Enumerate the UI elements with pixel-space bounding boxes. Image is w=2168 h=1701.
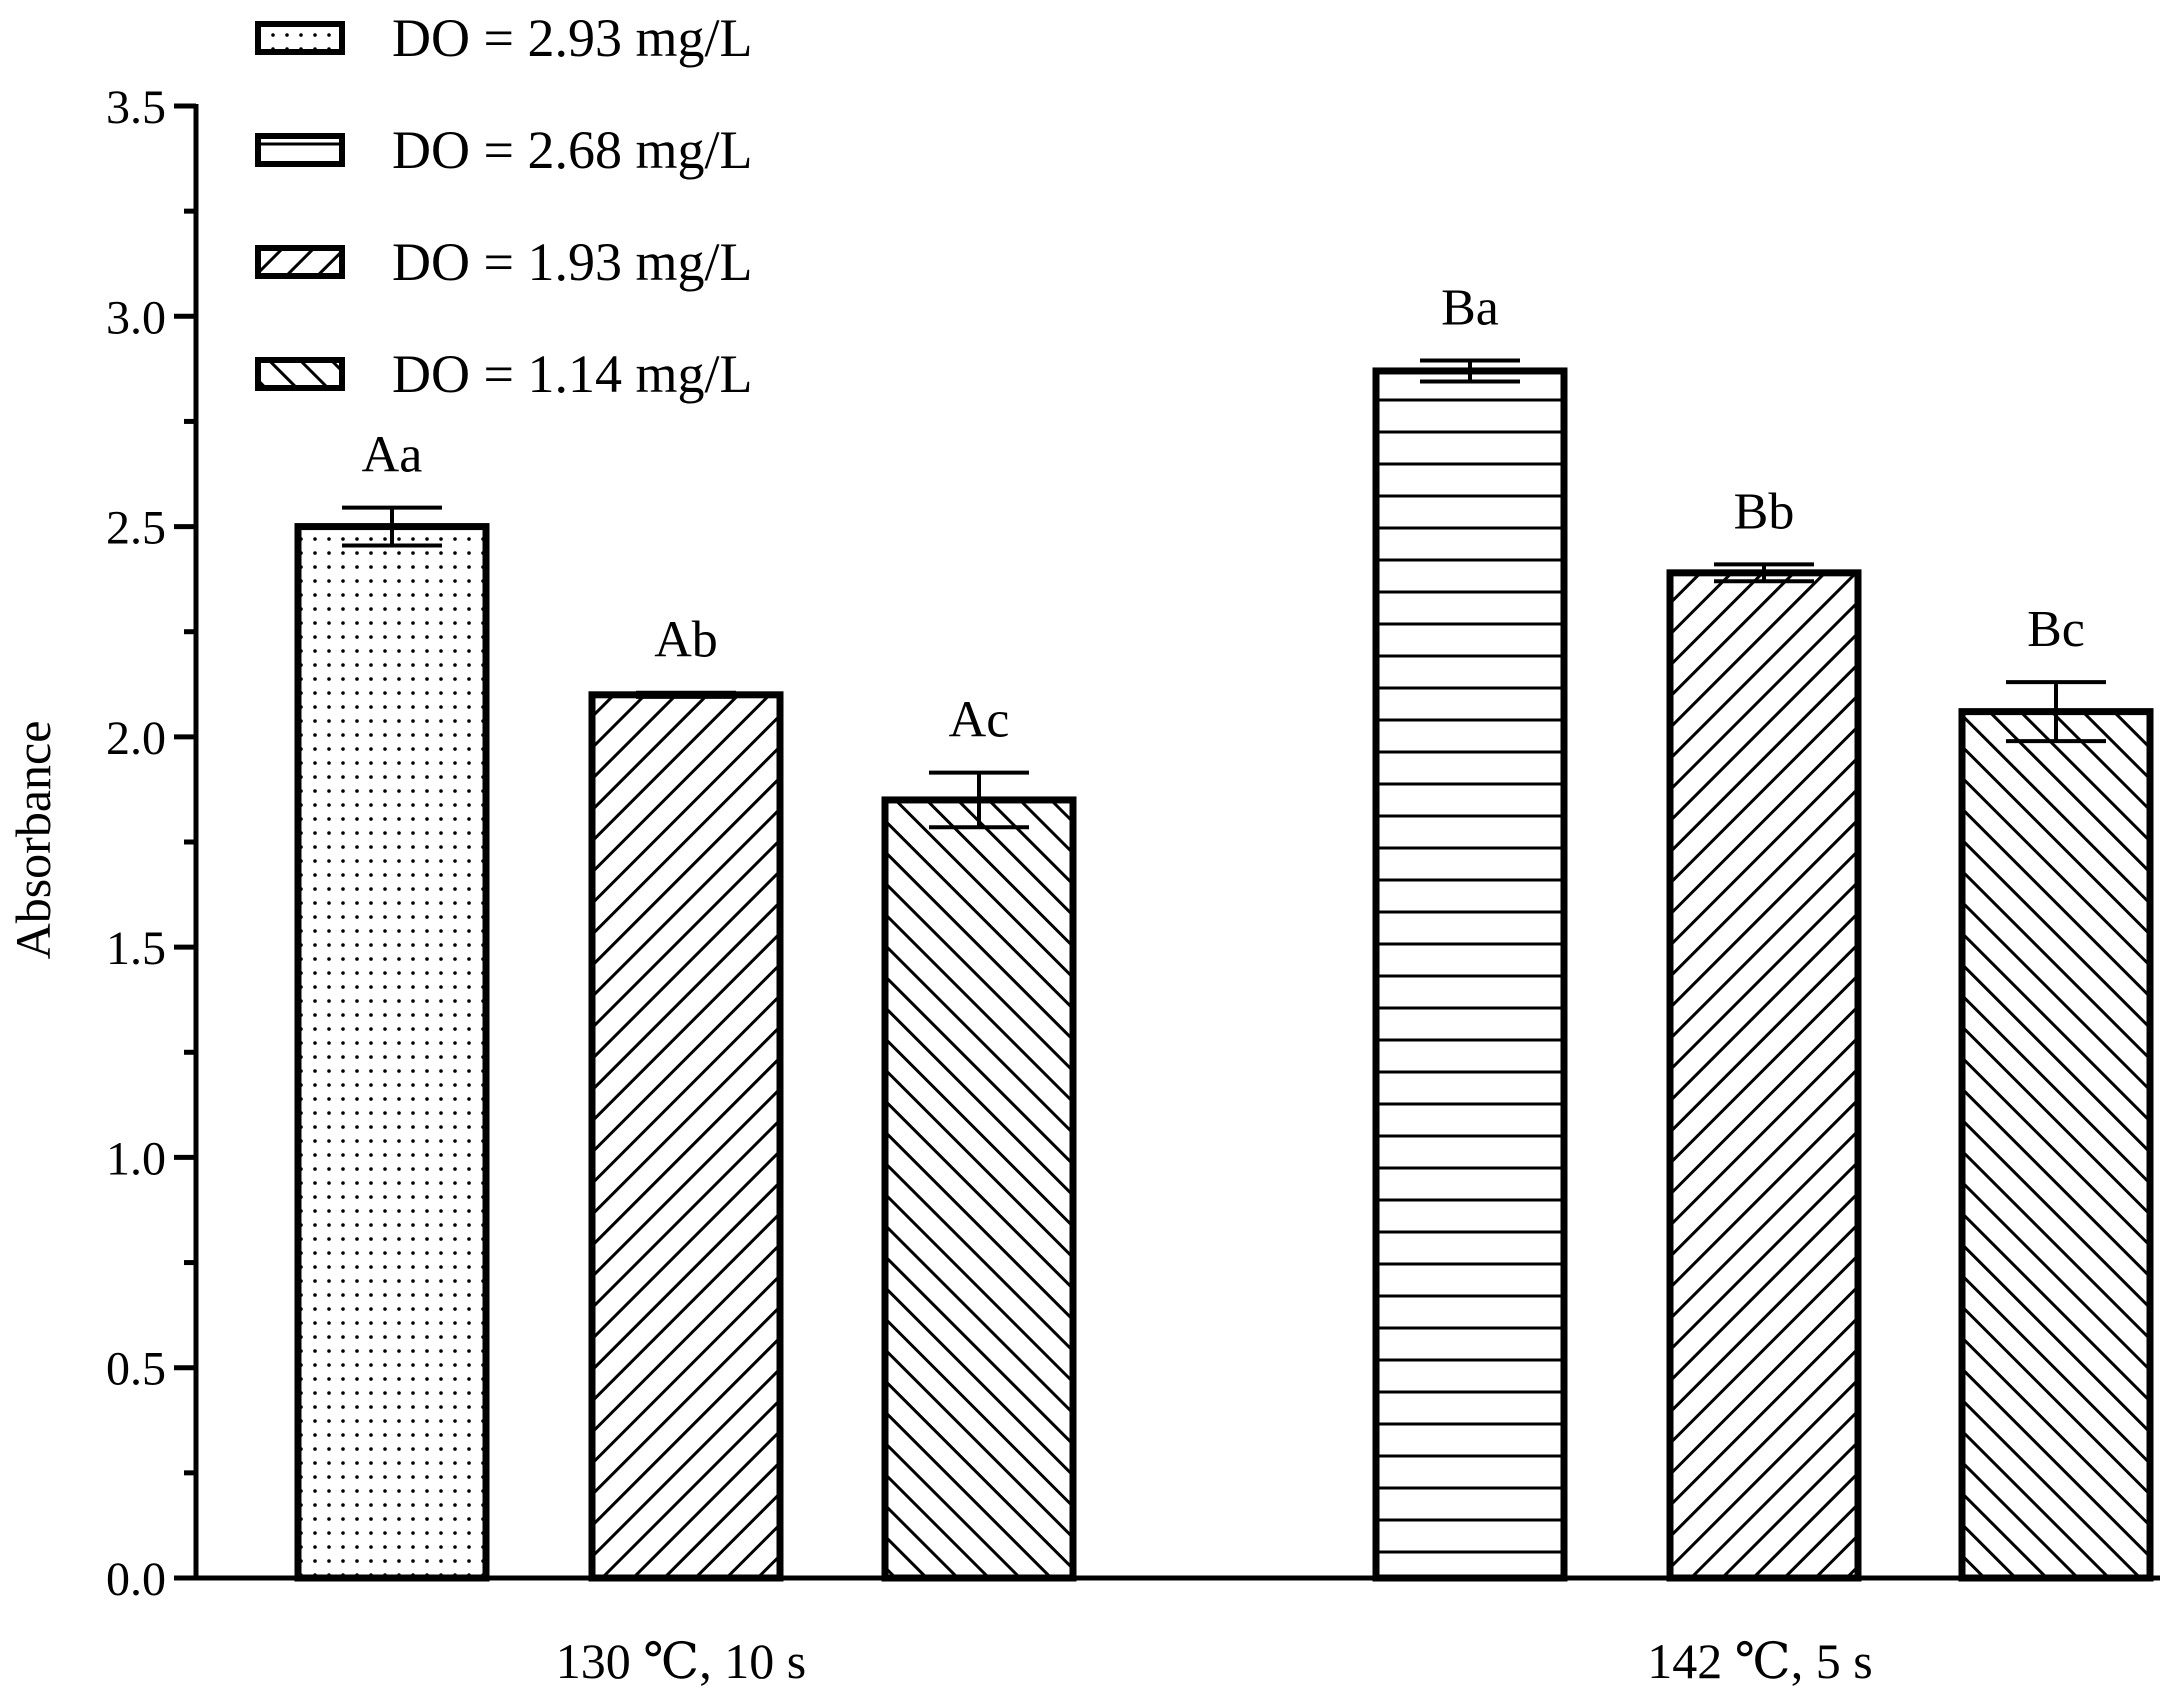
- y-tick-label: 2.5: [106, 502, 166, 555]
- bar-Bc: [1958, 708, 2154, 1582]
- y-tick-label: 3.5: [106, 81, 166, 134]
- x-group-label: 130 ℃, 10 s: [556, 1633, 806, 1689]
- legend-swatch: [255, 21, 345, 55]
- bars-layer: Aa Ab Ac Ba Bb Bc: [294, 279, 2154, 1582]
- bar-annotation: Bc: [2027, 601, 2085, 658]
- y-axis-label: Absorbance: [5, 721, 61, 960]
- legend-swatch: [255, 133, 345, 167]
- legend-label: DO = 1.14 mg/L: [392, 344, 752, 404]
- bar-annotation: Bb: [1734, 483, 1795, 540]
- legend-label: DO = 2.93 mg/L: [392, 8, 752, 68]
- y-tick-label: 0.0: [106, 1553, 166, 1606]
- y-tick-label: 0.5: [106, 1343, 166, 1396]
- legend-swatch: [255, 357, 345, 391]
- bar-Ac: [881, 796, 1077, 1582]
- legend-swatch: [255, 245, 345, 279]
- bar-Bb: [1666, 569, 1862, 1582]
- legend-label: DO = 1.93 mg/L: [392, 232, 752, 292]
- bar-Ba: [1372, 367, 1568, 1582]
- axes-layer: 0.0 0.5 1.0 1.5 2.0 2.5 3.0 3.5 130 ℃, 10 s 142 ℃…: [106, 81, 2160, 1689]
- bar-Ab: [588, 691, 784, 1582]
- y-tick-label: 3.0: [106, 291, 166, 344]
- legend-label: DO = 2.68 mg/L: [392, 120, 752, 180]
- x-group-label: 142 ℃, 5 s: [1647, 1633, 1872, 1689]
- bar-annotation: Ab: [654, 612, 718, 669]
- legend: DO = 2.93 mg/L DO = 2.68 mg/L DO = 1.93 mg…: [255, 8, 752, 404]
- bar-annotation: Ba: [1441, 279, 1499, 336]
- bar-annotation: Aa: [362, 427, 423, 484]
- y-tick-label: 1.0: [106, 1132, 166, 1185]
- bar-Aa: [294, 523, 490, 1582]
- y-tick-label: 2.0: [106, 712, 166, 765]
- y-tick-label: 1.5: [106, 922, 166, 975]
- bar-annotation: Ac: [949, 692, 1010, 749]
